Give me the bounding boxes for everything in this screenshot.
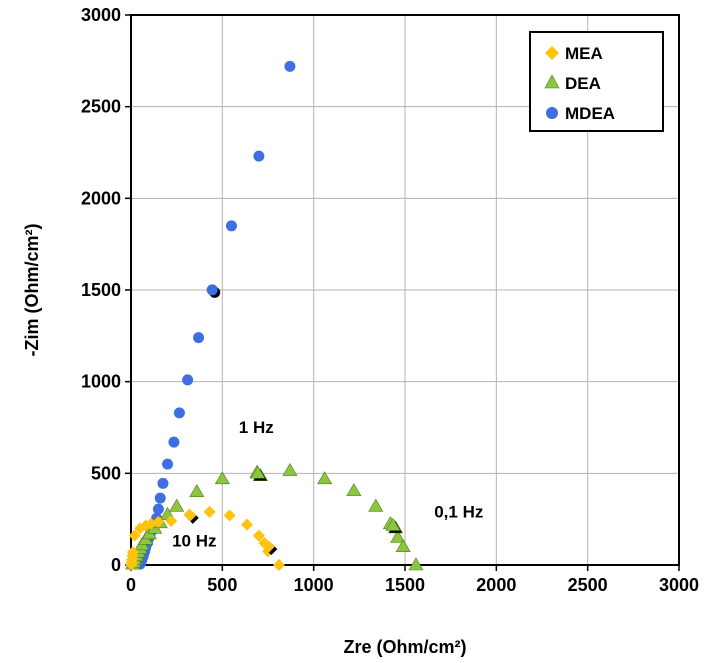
series-mea: [125, 505, 285, 571]
mdea-point: [253, 150, 265, 162]
mea-point: [223, 509, 236, 522]
legend-entry-mea: MEA: [545, 44, 603, 63]
mdea-marked-point: [206, 284, 218, 296]
mea-point: [272, 559, 285, 571]
mea-point: [203, 505, 216, 518]
legend-entry-dea: DEA: [544, 74, 601, 93]
dea-point: [317, 471, 333, 485]
axis-ticks: 0 500 1000 1500 2000 2500 3000 0 500 1000 1500 2000…: [81, 5, 699, 595]
mdea-point: [168, 436, 180, 448]
legend-label-mdea: MDEA: [565, 104, 615, 123]
mdea-point: [284, 60, 296, 72]
dea-point: [169, 498, 185, 512]
mdea-point: [182, 374, 194, 386]
mdea-point: [225, 220, 237, 232]
y-tick-label: 500: [91, 463, 121, 483]
y-axis-title: -Zim (Ohm/cm²): [22, 223, 42, 356]
legend-label-mea: MEA: [565, 44, 603, 63]
dea-point: [214, 471, 230, 485]
mdea-point: [162, 458, 174, 470]
dea-point: [282, 462, 298, 476]
frequency-annotation: 10 Hz: [172, 532, 216, 551]
legend-marker-mea: [545, 46, 559, 60]
annotations: 1 Hz 10 Hz 0,1 Hz: [172, 418, 483, 551]
mdea-point: [152, 503, 164, 515]
mea-marked-point: [262, 540, 275, 553]
dea-point: [408, 557, 424, 571]
dea-point: [390, 529, 406, 543]
series-layer: [125, 60, 424, 571]
mdea-point: [193, 332, 205, 344]
dea-marked-point: [250, 465, 266, 479]
legend-label-dea: DEA: [565, 74, 601, 93]
mdea-point: [157, 477, 169, 489]
legend-marker-dea: [544, 74, 560, 89]
legend-entry-mdea: MDEA: [546, 104, 615, 123]
legend-marker-mdea: [546, 107, 558, 119]
y-tick-label: 2500: [81, 97, 121, 117]
x-tick-label: 1000: [294, 575, 334, 595]
mea-point: [165, 515, 178, 527]
x-tick-label: 2000: [476, 575, 516, 595]
mea-point: [252, 529, 265, 542]
x-tick-label: 2500: [568, 575, 608, 595]
frequency-annotation: 0,1 Hz: [434, 502, 483, 521]
dea-point: [395, 539, 411, 552]
x-tick-label: 500: [207, 575, 237, 595]
y-tick-label: 2000: [81, 188, 121, 208]
dea-point: [368, 498, 384, 512]
mea-point: [152, 515, 165, 528]
frequency-annotation: 1 Hz: [239, 418, 274, 437]
x-tick-label: 1500: [385, 575, 425, 595]
y-tick-label: 1500: [81, 280, 121, 300]
dea-point: [346, 483, 362, 497]
dea-point: [189, 484, 205, 497]
mea-marked-point: [184, 509, 197, 522]
y-tick-label: 1000: [81, 372, 121, 392]
mea-point: [128, 529, 141, 542]
y-tick-label: 3000: [81, 5, 121, 25]
y-tick-label: 0: [111, 555, 121, 575]
mea-point: [126, 546, 139, 559]
dea-marked-point: [385, 517, 401, 531]
legend: MEA DEA MDEA: [529, 31, 664, 132]
mdea-point: [154, 492, 166, 504]
x-tick-label: 3000: [659, 575, 699, 595]
x-tick-label: 0: [126, 575, 136, 595]
x-axis-title: Zre (Ohm/cm²): [343, 637, 466, 657]
mea-point: [240, 518, 253, 531]
mdea-point: [173, 407, 185, 419]
